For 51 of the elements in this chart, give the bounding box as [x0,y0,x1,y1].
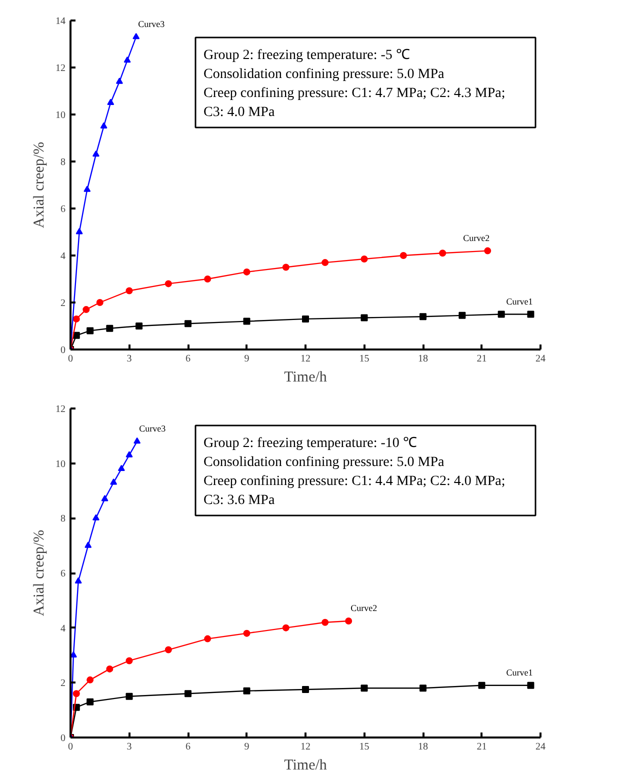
annotation: Creep confining pressure: C1: 4.7 MPa; C2: 4.3 MPa; [204,86,506,101]
y-axis-title: Axial creep/% [32,530,48,616]
y-tick-label: 10 [56,110,66,121]
annotation: Group 2: freezing temperature: -5 ℃ [204,48,410,63]
y-tick-label: 8 [60,514,66,525]
x-tick-label: 0 [68,742,73,752]
y-tick-label: 12 [56,63,66,74]
series-label: Curve1 [506,667,533,678]
x-tick-label: 24 [536,742,546,752]
annotation: C3: 4.0 MPa [204,105,276,120]
x-tick-label: 3 [126,742,132,752]
y-tick-label: 2 [60,298,66,309]
y-tick-label: 0 [60,345,66,356]
y-tick-label: 14 [56,16,66,27]
y-tick-label: 4 [60,251,66,262]
x-tick-label: 24 [536,354,546,364]
x-tick-label: 18 [418,354,428,364]
x-tick-label: 15 [359,742,370,752]
x-tick-label: 12 [300,354,310,364]
x-tick-label: 12 [300,742,310,752]
y-tick-label: 4 [60,623,66,634]
series-label: Curve2 [350,602,378,613]
y-tick-label: 6 [60,204,66,215]
x-tick-label: 18 [418,742,428,752]
series-label: Curve1 [506,296,533,306]
series-label: Curve3 [138,18,166,29]
annotation: Consolidation confining pressure: 5.0 MPa [204,67,445,82]
y-tick-label: 12 [56,404,66,415]
x-tick-label: 6 [186,742,190,752]
y-tick-label: 10 [56,458,66,470]
x-tick-label: 9 [244,354,250,364]
x-tick-label: 3 [126,354,132,364]
x-tick-label: 9 [244,742,250,752]
y-axis-title: Axial creep/% [32,142,48,228]
y-tick-label: 0 [60,733,66,744]
x-axis-title: Time/h [284,758,328,774]
x-tick-label: 0 [68,354,73,364]
series-label: Curve2 [463,232,490,243]
y-tick-label: 6 [60,568,66,580]
x-tick-label: 21 [476,354,487,364]
x-tick-label: 21 [476,742,487,752]
y-tick-label: 2 [60,678,66,690]
x-tick-label: 15 [359,354,370,364]
x-tick-label: 6 [186,354,190,364]
annotation: Creep confining pressure: C1: 4.4 MPa; C2: 4.0 MPa; [204,474,506,489]
x-axis-title: Time/h [284,370,328,386]
annotation: Group 2: freezing temperature: -10 ℃ [204,436,417,451]
y-tick-label: 8 [60,157,66,168]
annotation: Consolidation confining pressure: 5.0 MPa [204,455,445,470]
series-label: Curve3 [139,423,166,434]
annotation: C3: 3.6 MPa [204,493,276,508]
